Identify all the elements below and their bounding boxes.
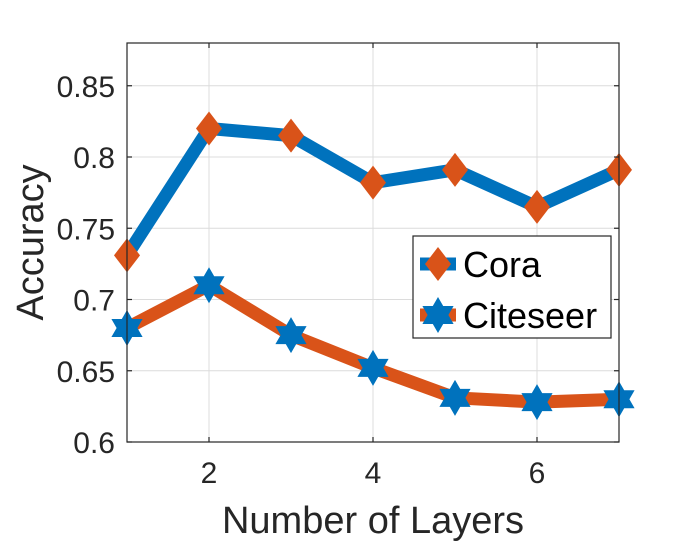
- y-tick-label: 0.85: [57, 71, 115, 104]
- x-tick-label: 4: [365, 457, 382, 490]
- y-tick-label: 0.6: [73, 427, 115, 460]
- y-axis-label: Accuracy: [10, 164, 52, 320]
- data-point-cora: [524, 189, 550, 224]
- data-point-citeseer: [275, 317, 307, 354]
- data-point-cora: [442, 152, 468, 187]
- x-tick-label: 2: [201, 457, 218, 490]
- legend-entry-citeseer: Citeseer: [420, 295, 597, 336]
- data-point-cora: [360, 165, 386, 200]
- legend-marker: [425, 247, 451, 281]
- series-citeseer: [111, 267, 635, 421]
- legend: Cora Citeseer: [412, 235, 612, 339]
- series-group: [111, 111, 635, 421]
- x-axis-label: Number of Layers: [222, 500, 524, 542]
- data-point-cora: [278, 118, 304, 153]
- y-tick-label: 0.7: [73, 285, 115, 318]
- y-tick-label: 0.8: [73, 142, 115, 175]
- data-point-citeseer: [193, 267, 225, 304]
- data-point-citeseer: [521, 384, 553, 421]
- y-tick-label: 0.75: [57, 213, 115, 246]
- legend-label: Citeseer: [463, 295, 597, 336]
- x-tick-label: 6: [529, 457, 546, 490]
- legend-marker: [422, 297, 454, 333]
- legend-entry-cora: Cora: [420, 244, 542, 285]
- data-point-citeseer: [439, 379, 471, 416]
- data-point-citeseer: [357, 349, 389, 386]
- data-point-cora: [196, 111, 222, 146]
- y-tick-label: 0.65: [57, 356, 115, 389]
- ticks: 0.6 0.65 0.7 0.75 0.8 0.85 2 4 6: [57, 43, 619, 490]
- legend-label: Cora: [463, 244, 542, 285]
